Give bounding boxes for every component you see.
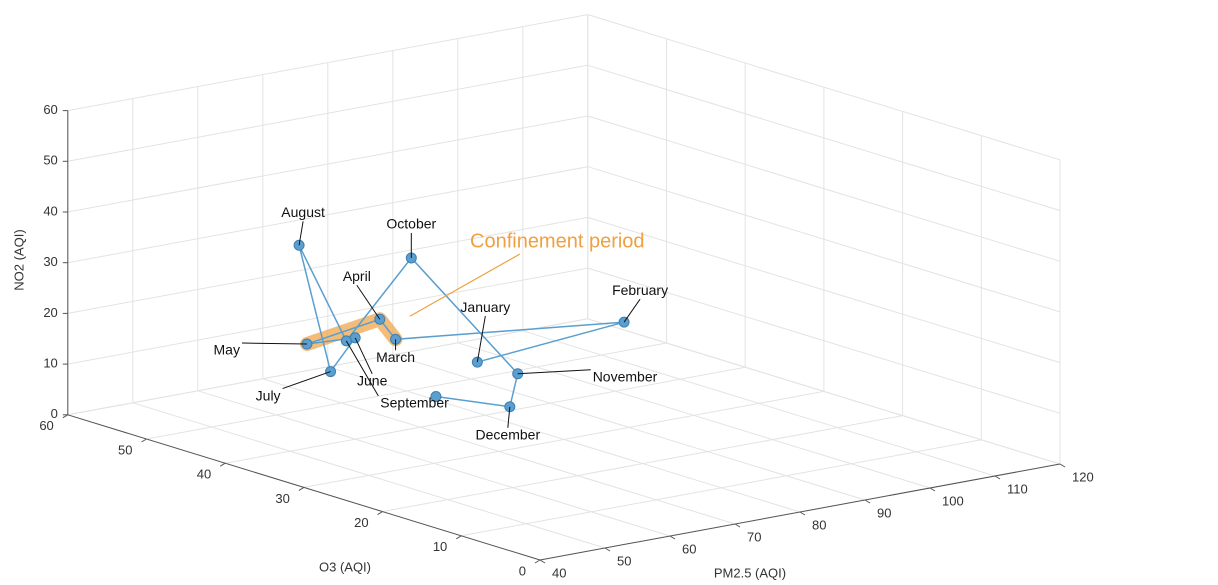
leader-line	[507, 406, 511, 428]
month-label: March	[376, 349, 415, 365]
grid-line	[67, 115, 588, 213]
grid-line	[587, 115, 1061, 262]
z-tick-label: 20	[43, 305, 57, 320]
grid-line	[587, 267, 1061, 414]
tick-mark	[298, 486, 305, 491]
tick-mark	[62, 414, 69, 419]
grid-line	[67, 267, 588, 365]
month-label: August	[281, 204, 325, 220]
grid-line	[587, 318, 1061, 465]
x-tick-label: 120	[1072, 469, 1094, 484]
grid-line	[587, 64, 1061, 211]
y-tick-label: 0	[519, 563, 526, 578]
leader-line	[623, 298, 641, 323]
z-tick-label: 10	[43, 356, 57, 371]
tick-mark	[219, 462, 226, 467]
grid-line	[67, 318, 588, 416]
tick-mark	[799, 511, 806, 516]
x-tick-label: 40	[552, 565, 566, 580]
y-tick-label: 40	[197, 467, 211, 482]
annotation-leader	[409, 253, 521, 317]
z-tick-label: 60	[43, 102, 57, 117]
tick-mark	[534, 559, 541, 564]
leader-line	[282, 371, 331, 390]
x-tick-label: 90	[877, 505, 891, 520]
y-tick-label: 20	[354, 515, 368, 530]
tick-mark	[604, 547, 611, 552]
month-label: September	[380, 395, 449, 411]
axes: 0102030405060010203040506040506070809010…	[39, 102, 1093, 580]
labels: January February March April May June July Augu…	[214, 204, 669, 443]
grid-line	[382, 415, 903, 513]
grid-line	[67, 166, 588, 264]
month-label: January	[460, 299, 510, 315]
y-tick-label: 50	[118, 442, 132, 457]
x-tick-label: 100	[942, 493, 964, 508]
tick-mark	[669, 535, 676, 540]
x-axis-label: PM2.5 (AQI)	[714, 565, 786, 580]
month-label: May	[214, 342, 240, 358]
grid-line	[67, 64, 588, 162]
month-label: February	[612, 282, 668, 298]
tick-mark	[994, 475, 1001, 480]
leader-line	[356, 284, 381, 320]
tick-mark	[929, 487, 936, 492]
month-label: December	[476, 426, 541, 442]
tick-mark	[141, 438, 147, 443]
z-tick-label: 50	[43, 153, 57, 168]
tick-mark	[456, 535, 462, 540]
z-tick-label: 0	[51, 406, 58, 421]
x-tick-label: 110	[1007, 481, 1028, 496]
leader-line	[345, 340, 379, 397]
grid-line	[225, 366, 746, 464]
z-axis-label: NO2 (AQI)	[11, 229, 26, 290]
grid-line	[67, 14, 588, 112]
axis-line	[67, 414, 541, 561]
annotation: Confinement period	[470, 230, 645, 252]
grid	[67, 14, 1061, 561]
x-tick-label: 50	[617, 553, 631, 568]
grid-line	[67, 216, 588, 314]
y-tick-label: 10	[433, 539, 447, 554]
tick-mark	[377, 511, 383, 516]
leader-line	[354, 337, 373, 375]
data-point	[430, 391, 442, 403]
x-tick-label: 80	[812, 517, 826, 532]
month-label: July	[256, 387, 281, 403]
grid-line	[146, 342, 667, 440]
y-tick-label: 30	[275, 491, 289, 506]
axis-line	[539, 463, 1061, 561]
y-axis-label: O3 (AQI)	[319, 559, 371, 574]
leader-line	[517, 369, 591, 375]
month-label: June	[357, 373, 388, 389]
month-label: April	[343, 268, 371, 284]
tick-mark	[1059, 463, 1066, 468]
leader-line	[298, 221, 304, 246]
grid-line	[587, 166, 1061, 313]
tick-mark	[734, 523, 741, 528]
z-tick-label: 30	[43, 254, 57, 269]
month-label: November	[593, 368, 658, 384]
tick-mark	[539, 559, 546, 564]
grid-line	[587, 14, 1061, 161]
grid-line	[303, 390, 824, 488]
plot-area	[293, 239, 630, 413]
x-tick-label: 60	[682, 541, 696, 556]
y-tick-label: 60	[39, 418, 53, 433]
tick-mark	[864, 499, 871, 504]
leader-line	[476, 315, 486, 363]
z-tick-label: 40	[43, 203, 57, 218]
grid-line	[587, 216, 1061, 364]
month-label: October	[386, 216, 436, 232]
leader-line	[241, 342, 307, 345]
x-tick-label: 70	[747, 529, 761, 544]
grid-line	[461, 439, 982, 537]
